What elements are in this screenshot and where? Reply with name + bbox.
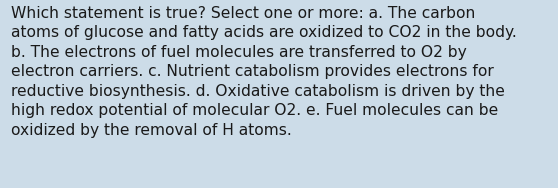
Text: Which statement is true? Select one or more: a. The carbon
atoms of glucose and : Which statement is true? Select one or m… xyxy=(11,6,517,138)
